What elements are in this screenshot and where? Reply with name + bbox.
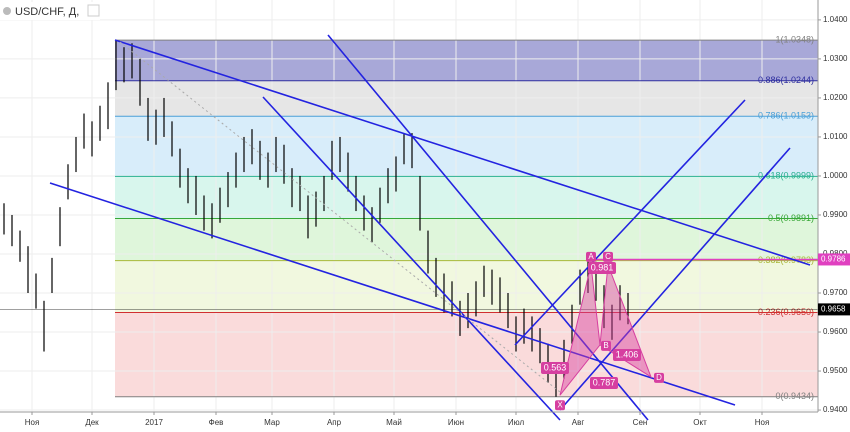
fib-band: [115, 260, 818, 313]
pattern-triangle: [559, 264, 601, 396]
fib-band: [115, 40, 818, 81]
trend-line: [49, 182, 736, 406]
symbol: USD/CHF, Д,: [15, 6, 79, 18]
y-tick-label: 1.0400: [823, 15, 848, 24]
fib-levels: 1(1.0348) 0.886(1.0244) 0.786(1.0153) 0.618…: [0, 35, 818, 401]
fib-label: 0.236(0.9650): [758, 307, 814, 317]
y-tick-label: 1.0200: [823, 93, 848, 102]
x-tick-label: Дек: [85, 418, 99, 427]
ratio-box: [613, 349, 641, 361]
pattern-point-label: D: [656, 373, 662, 382]
x-tick-label: Апр: [327, 418, 342, 427]
x-tick-label: 2017: [145, 418, 163, 427]
y-tick-label: 0.9400: [823, 405, 848, 414]
price-tag: [818, 253, 850, 266]
price-axis: [818, 0, 850, 432]
y-tick-label: 1.0300: [823, 54, 848, 63]
pattern-point-label: X: [557, 400, 563, 409]
ratio-box: [541, 362, 569, 374]
fib-band: [115, 80, 818, 117]
price-tag-label: 0.9658: [821, 304, 846, 313]
dotted-line: [119, 41, 561, 393]
x-tick-label: Фев: [209, 418, 224, 427]
y-tick-label: 0.9600: [823, 327, 848, 336]
trend-line: [114, 39, 811, 266]
fib-label: 0.886(1.0244): [758, 75, 814, 85]
x-tick-label: Мар: [264, 418, 280, 427]
y-tick-label: 1.0000: [823, 171, 848, 180]
trend-line: [262, 96, 561, 421]
fib-label: 0.786(1.0153): [758, 111, 814, 121]
y-tick-label: 1.0100: [823, 132, 848, 141]
pattern-point: [654, 372, 664, 383]
icon[interactable]: [87, 4, 100, 17]
fib-label: 0.618(0.9999): [758, 171, 814, 181]
ratio-label: 1.406: [616, 349, 639, 359]
icon: [3, 7, 11, 15]
x-tick-label: Июн: [448, 418, 464, 427]
fib-band: [115, 312, 818, 397]
x-tick-label: Окт: [693, 418, 707, 427]
trend-line: [559, 147, 791, 411]
fib-band: [115, 116, 818, 177]
pattern-point-label: A: [588, 252, 594, 261]
fib-label: 1(1.0348): [775, 35, 814, 45]
x-tick-label: Май: [386, 418, 402, 427]
ratio-box: [588, 262, 616, 274]
trend-line: [327, 34, 649, 421]
x-tick-label: Авг: [572, 418, 585, 427]
x-tick-label: Ноя: [25, 418, 40, 427]
x-tick-label: Сен: [633, 418, 648, 427]
fib-band: [115, 176, 818, 219]
pattern-point-label: C: [605, 252, 611, 261]
pattern-point-label: B: [603, 341, 608, 350]
pattern-point: [555, 400, 565, 411]
ratio-box: [590, 377, 618, 389]
y-tick-label: 0.9500: [823, 366, 848, 375]
price-tag: [818, 303, 850, 316]
y-tick-label: 0.9700: [823, 288, 848, 297]
fib-label: 0(0.9434): [775, 391, 814, 401]
ratio-label: 0.981: [591, 262, 614, 272]
x-tick-label: Июл: [508, 418, 525, 427]
pattern-point: [601, 340, 611, 351]
pattern-point: [586, 251, 596, 262]
trend-lines: [49, 34, 811, 421]
header-bg: [0, 2, 100, 20]
trend-line: [514, 99, 746, 346]
price-tag-label: 0.9786: [821, 255, 846, 264]
pattern-point: [603, 251, 613, 262]
fib-bands: [115, 40, 818, 397]
ratio-label: 0.787: [593, 377, 616, 387]
x-tick-label: Ноя: [755, 418, 770, 427]
ratio-label: 0.563: [544, 362, 567, 372]
harmonic-pattern: X A B C D 0.981 0.563 1.406 0.787: [541, 251, 664, 411]
fib-label: 0.5(0.9891): [768, 213, 814, 223]
price-bars: [3, 40, 629, 397]
y-tick-label: 0.9900: [823, 210, 848, 219]
axes: 1.0400 1.0300 1.0200 1.0100 1.0000 0.9900 0.98…: [25, 15, 850, 427]
